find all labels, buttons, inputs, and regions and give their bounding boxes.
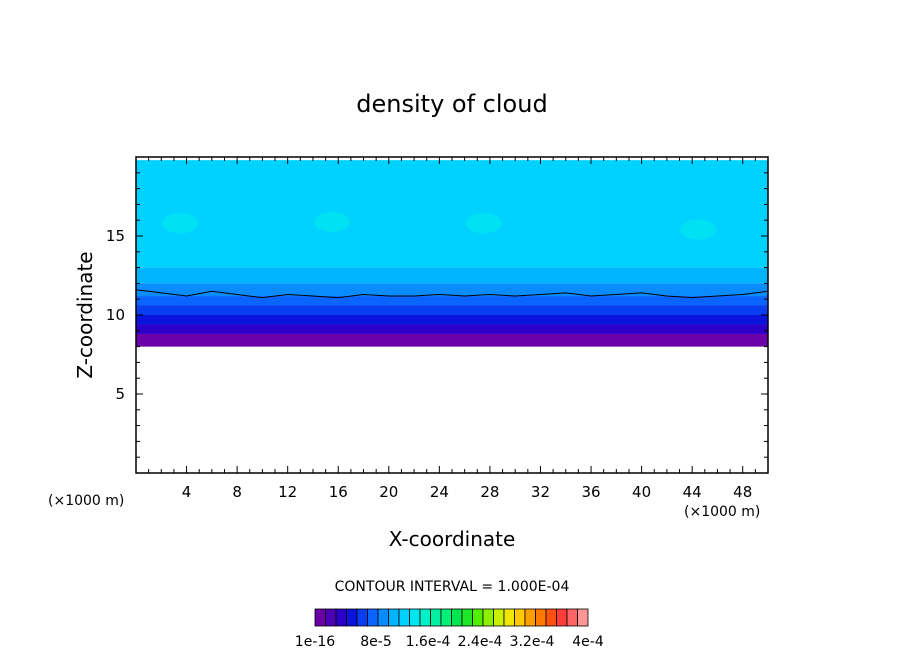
x-tick-label: 20 [379,483,398,501]
colorbar-swatch [430,608,442,627]
x-tick-label: 48 [733,483,752,501]
colorbar-swatch [535,608,547,627]
colorbar-label: 4e-4 [572,634,604,650]
y-tick-label: 10 [106,306,125,324]
plot-area [135,160,769,347]
x-axis: 4 8 12 16 20 24 28 32 36 40 44 48 [148,157,756,501]
chart-title: density of cloud [356,90,547,118]
field-layer-4 [136,296,768,306]
field-patch-1 [465,213,502,234]
x-tick-label: 44 [683,483,702,501]
colorbar-swatch [482,608,494,627]
colorbar-swatch [503,608,515,627]
colorbar-swatch [577,608,589,627]
colorbar-swatch [451,608,463,627]
colorbar-swatch [325,608,337,627]
colorbar-swatch [493,608,505,627]
field-patch-3 [313,211,350,232]
x-axis-label: X-coordinate [389,527,516,551]
contour-line [135,289,769,299]
y-axis-label: Z-coordinate [73,251,97,378]
x-axis-unit-left: (×1000 m) [48,493,124,509]
x-tick-label: 24 [430,483,449,501]
x-axis-unit-right: (×1000 m) [684,504,760,520]
colorbar-swatch [409,608,421,627]
x-tick-label: 32 [531,483,550,501]
contour-interval-label: CONTOUR INTERVAL = 1.000E-04 [335,579,570,595]
colorbar [314,608,589,627]
field-layer-6 [136,267,768,284]
field-layer-0 [136,333,768,347]
colorbar-swatch [556,608,568,627]
colorbar-swatch [524,608,536,627]
colorbar-swatch [356,608,368,627]
x-tick-label: 8 [232,483,242,501]
colorbar-swatch [472,608,484,627]
colorbar-swatch [514,608,526,627]
x-tick-label: 40 [632,483,651,501]
x-tick-label: 16 [329,483,348,501]
colorbar-swatch [440,608,452,627]
colorbar-label: 8e-5 [360,634,391,650]
colorbar-swatch [461,608,473,627]
field-layer-5 [136,283,768,297]
colorbar-swatch [398,608,410,627]
y-tick-label: 5 [115,385,125,403]
colorbar-label: 2.4e-4 [458,634,503,650]
field-patch-2 [680,219,717,240]
colorbar-swatch [388,608,400,627]
colorbar-labels: 1e-16 8e-5 1.6e-4 2.4e-4 3.2e-4 4e-4 [295,634,604,650]
colorbar-swatch [335,608,347,627]
y-axis: 5 10 15 [106,172,768,458]
colorbar-swatch [377,608,389,627]
colorbar-swatch [367,608,379,627]
colorbar-label: 1e-16 [295,634,335,650]
y-tick-label: 15 [106,227,125,245]
field-layer-3 [136,305,768,315]
colorbar-swatch [346,608,358,627]
colorbar-swatch [566,608,578,627]
colorbar-swatch [314,608,326,627]
colorbar-label: 1.6e-4 [406,634,451,650]
colorbar-swatch [419,608,431,627]
x-tick-label: 12 [278,483,297,501]
x-tick-label: 36 [581,483,600,501]
colorbar-swatch [545,608,557,627]
x-tick-label: 28 [480,483,499,501]
field-layer-7 [136,160,768,268]
colorbar-label: 3.2e-4 [510,634,555,650]
field-layer-2 [136,315,768,325]
field-layer-1 [136,324,768,334]
field-patch-0 [162,213,199,234]
x-tick-label: 4 [182,483,192,501]
